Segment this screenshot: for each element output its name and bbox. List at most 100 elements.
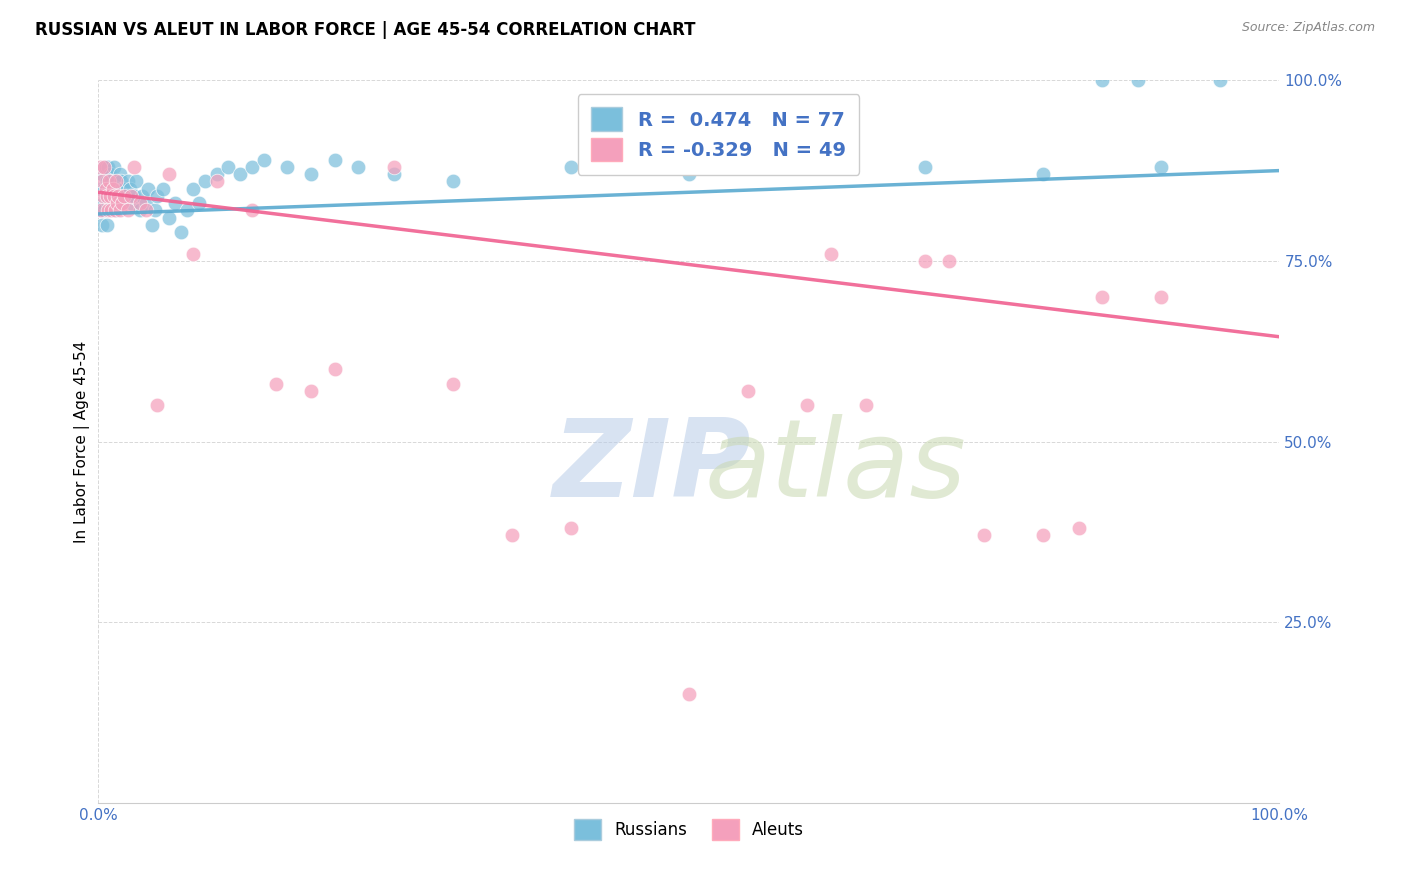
Point: [264, 376, 287, 391]
Point: [128, 203, 150, 218]
Point: [105, 196, 128, 211]
Point: [108, 203, 131, 218]
Point: [90, 203, 112, 218]
Point: [103, 189, 125, 203]
Point: [855, 398, 877, 412]
Point: [135, 203, 157, 218]
Legend: Russians, Aleuts: Russians, Aleuts: [568, 813, 810, 847]
Point: [181, 182, 204, 196]
Point: [560, 160, 582, 174]
Point: [117, 203, 139, 218]
Point: [94, 182, 117, 196]
Point: [94, 189, 117, 203]
Point: [93, 182, 115, 196]
Point: [114, 189, 136, 203]
Point: [98, 189, 121, 203]
Point: [110, 174, 132, 188]
Point: [1209, 73, 1232, 87]
Point: [678, 167, 700, 181]
Point: [101, 182, 124, 196]
Text: atlas: atlas: [704, 414, 966, 519]
Point: [560, 521, 582, 535]
Point: [101, 182, 124, 196]
Point: [165, 196, 187, 211]
Text: RUSSIAN VS ALEUT IN LABOR FORCE | AGE 45-54 CORRELATION CHART: RUSSIAN VS ALEUT IN LABOR FORCE | AGE 45…: [35, 21, 696, 38]
Point: [152, 182, 174, 196]
Point: [128, 196, 150, 211]
Point: [93, 160, 115, 174]
Point: [98, 167, 121, 181]
Point: [93, 203, 115, 218]
Point: [938, 253, 960, 268]
Point: [205, 174, 228, 188]
Point: [205, 167, 228, 181]
Point: [96, 174, 118, 188]
Point: [111, 196, 134, 211]
Point: [441, 174, 464, 188]
Point: [89, 203, 111, 218]
Point: [217, 160, 239, 174]
Point: [441, 376, 464, 391]
Point: [100, 196, 122, 211]
Point: [91, 174, 114, 188]
Y-axis label: In Labor Force | Age 45-54: In Labor Force | Age 45-54: [75, 341, 90, 542]
Point: [1150, 160, 1173, 174]
Point: [299, 167, 322, 181]
Point: [136, 182, 159, 196]
Point: [1032, 528, 1054, 542]
Point: [276, 160, 298, 174]
Point: [382, 167, 405, 181]
Point: [112, 189, 135, 203]
Point: [187, 196, 209, 211]
Point: [1091, 73, 1114, 87]
Point: [98, 203, 121, 218]
Point: [112, 182, 135, 196]
Point: [98, 182, 121, 196]
Point: [914, 160, 936, 174]
Point: [104, 196, 127, 211]
Point: [973, 528, 995, 542]
Point: [117, 174, 139, 188]
Point: [1067, 521, 1090, 535]
Point: [107, 189, 129, 203]
Point: [141, 218, 163, 232]
Point: [135, 196, 157, 211]
Point: [125, 174, 148, 188]
Point: [112, 189, 135, 203]
Point: [181, 246, 204, 260]
Point: [103, 160, 125, 174]
Point: [101, 203, 124, 218]
Point: [96, 218, 118, 232]
Point: [98, 174, 121, 188]
Point: [108, 167, 131, 181]
Point: [1032, 167, 1054, 181]
Point: [131, 189, 153, 203]
Text: ZIP: ZIP: [553, 414, 751, 520]
Point: [105, 174, 128, 188]
Point: [104, 203, 127, 218]
Point: [105, 189, 128, 203]
Point: [229, 167, 252, 181]
Point: [89, 160, 111, 174]
Point: [914, 253, 936, 268]
Point: [96, 189, 118, 203]
Point: [121, 189, 143, 203]
Point: [111, 182, 134, 196]
Point: [91, 167, 114, 181]
Point: [157, 211, 180, 225]
Point: [678, 687, 700, 701]
Point: [170, 225, 193, 239]
Point: [194, 174, 217, 188]
Point: [100, 203, 122, 218]
Point: [107, 182, 129, 196]
Text: Source: ZipAtlas.com: Source: ZipAtlas.com: [1241, 21, 1375, 34]
Point: [157, 167, 180, 181]
Point: [121, 196, 143, 211]
Point: [90, 182, 112, 196]
Point: [91, 160, 114, 174]
Point: [382, 160, 405, 174]
Point: [146, 398, 169, 412]
Point: [120, 182, 142, 196]
Point: [91, 218, 114, 232]
Point: [100, 174, 122, 188]
